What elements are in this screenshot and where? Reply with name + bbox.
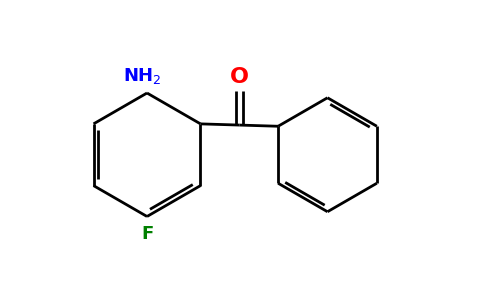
Text: NH$_2$: NH$_2$ — [123, 66, 162, 86]
Text: F: F — [141, 225, 153, 243]
Text: O: O — [230, 67, 249, 87]
